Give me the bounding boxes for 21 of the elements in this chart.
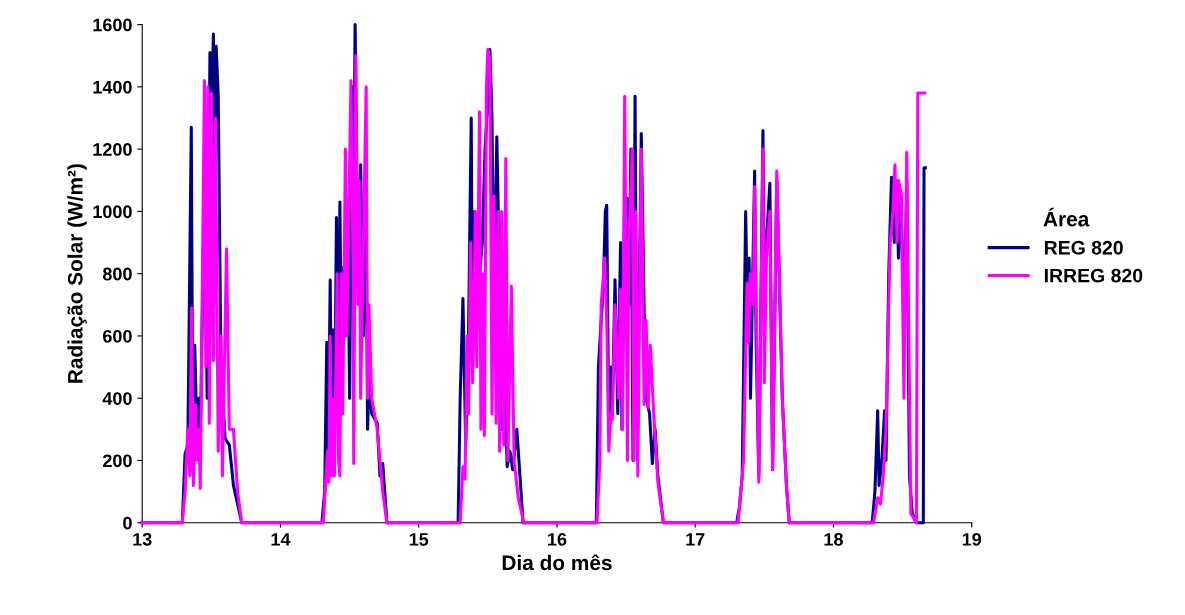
x-tick-label: 13 [133,532,152,546]
x-tick-label: 14 [271,533,291,546]
y-tick-label: 1400 [93,80,132,94]
x-tick-label: 15 [409,533,429,546]
legend-label: IRREG 820 [1044,268,1143,283]
y-tick-label: 400 [102,392,132,405]
x-axis-title: Dia do mês [502,554,612,571]
y-tick-label: 1200 [93,143,132,156]
legend-label: REG 820 [1044,240,1123,255]
x-tick-label: 19 [962,532,982,546]
y-axis-title: Radiação Solar (W/m²) [67,164,87,383]
y-tick-label: 1000 [93,205,132,219]
y-tick-label: 600 [103,329,132,343]
y-tick-label: 1600 [93,18,132,32]
x-tick-label: 17 [686,533,705,546]
y-tick-label: 800 [102,267,132,281]
x-tick-label: 18 [824,532,843,546]
x-tick-label: 16 [548,532,567,546]
legend-title: Área [1043,207,1090,227]
y-tick-label: 0 [123,516,132,530]
y-tick-label: 200 [102,454,132,468]
